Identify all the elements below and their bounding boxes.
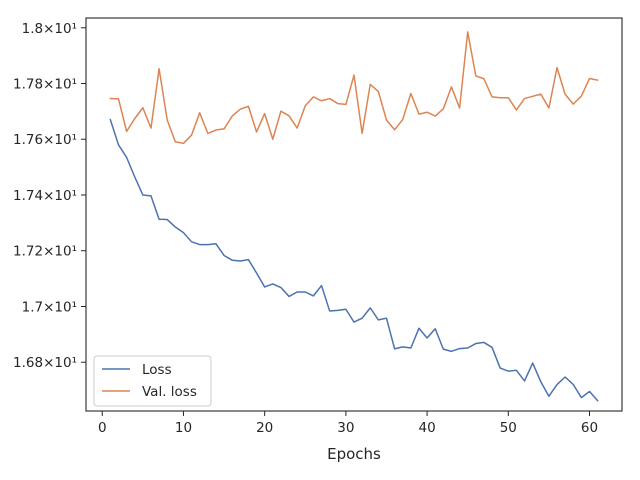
y-tick-label: 1.74×10¹ <box>13 188 77 204</box>
y-tick-label: 1.8×10¹ <box>22 21 77 37</box>
y-tick-label: 1.72×10¹ <box>13 244 77 260</box>
x-tick-label: 50 <box>500 420 517 436</box>
x-tick-label: 0 <box>98 420 107 436</box>
x-tick-label: 10 <box>175 420 192 436</box>
plot-frame <box>85 17 623 412</box>
y-tick-label: 1.76×10¹ <box>13 132 77 148</box>
y-tick-label: 1.68×10¹ <box>13 355 77 371</box>
legend-label-val-loss: Val. loss <box>142 384 197 400</box>
x-axis-label: Epochs <box>327 445 381 463</box>
legend-label-loss: Loss <box>142 362 172 378</box>
legend: Loss Val. loss <box>93 355 212 407</box>
x-tick-label: 30 <box>337 420 354 436</box>
plot-area <box>86 18 622 411</box>
series-line-loss <box>109 118 599 402</box>
x-tick-label: 40 <box>418 420 435 436</box>
x-tick-label: 60 <box>581 420 598 436</box>
y-tick-label: 1.7×10¹ <box>22 299 77 315</box>
y-tick-label: 1.78×10¹ <box>13 77 77 93</box>
series-layer <box>109 31 599 402</box>
axes-layer: 0 10 20 30 40 50 60 1.68×10¹ 1.7×10¹ 1.72×10¹ 1.74… <box>13 21 598 436</box>
series-line-val-loss <box>109 31 599 145</box>
x-tick-label: 20 <box>256 420 273 436</box>
